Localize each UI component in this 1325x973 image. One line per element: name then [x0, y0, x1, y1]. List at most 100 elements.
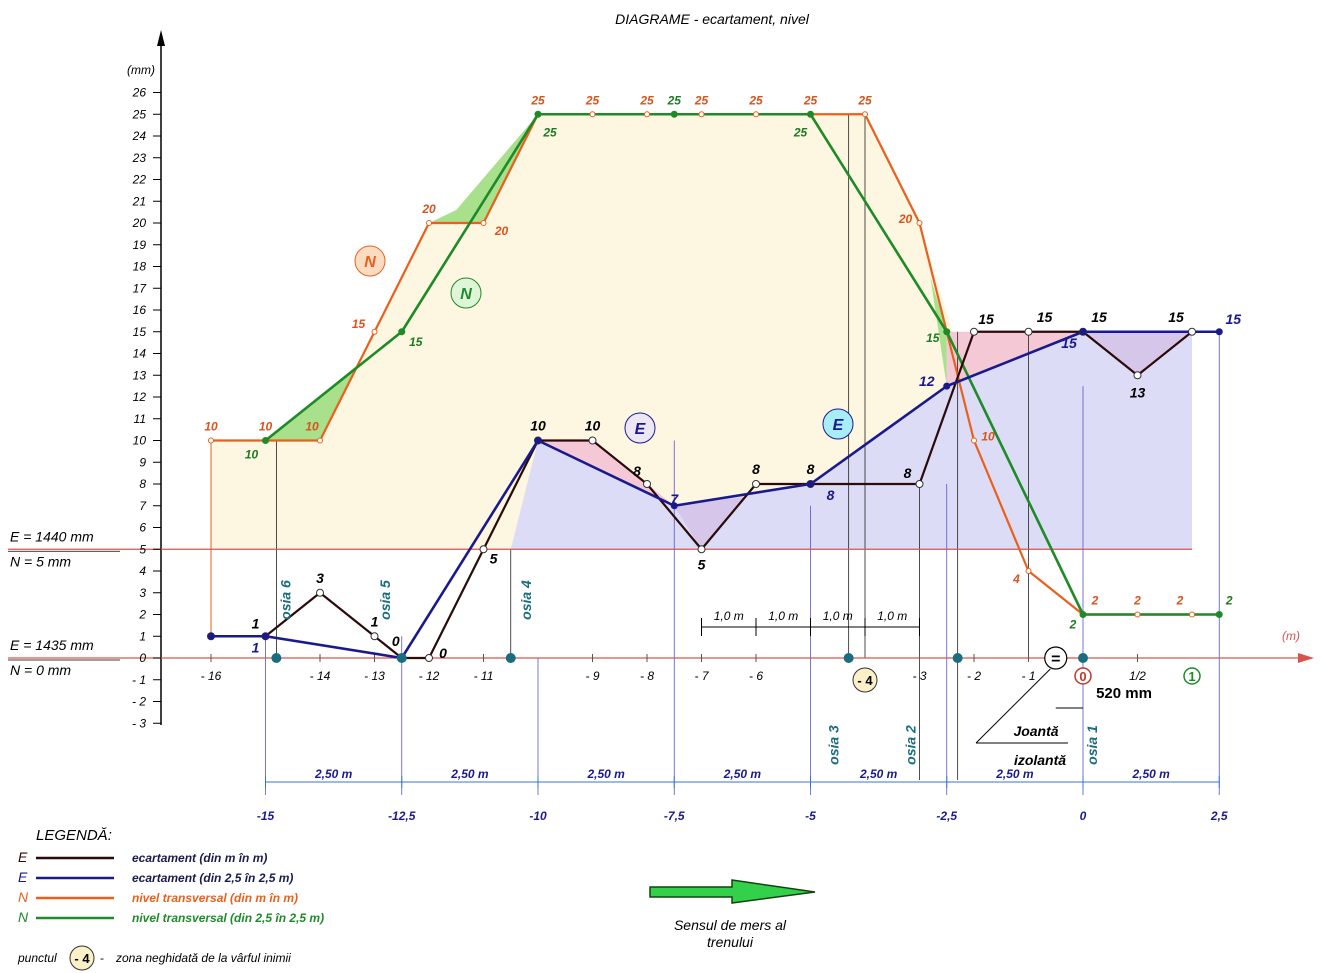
n-metre-label: 15: [352, 317, 366, 331]
e-2-5-label: 8: [827, 487, 835, 503]
legend-text: nivel transversal (din m în m): [132, 891, 298, 905]
reference-n-label: N = 0 mm: [10, 662, 71, 678]
legend-symbol: N: [18, 909, 29, 925]
n-metre-point: [1134, 611, 1141, 618]
spacing-segment-label: 2,50 m: [1131, 767, 1170, 781]
e-2-5-point: [207, 632, 215, 640]
e-2-5-label: 7: [670, 491, 679, 507]
e-metre-label: 1: [371, 613, 379, 629]
e-metre-label: 8: [752, 461, 760, 477]
spacing-position-label: -2,5: [936, 809, 957, 823]
e-metre-label: 8: [633, 463, 641, 479]
axle-label: osia 2: [903, 725, 919, 765]
joint-label-2: izolantă: [1014, 752, 1066, 768]
e-metre-label: 10: [585, 418, 601, 434]
special-point-badge: [852, 667, 878, 693]
joint-pointer: [975, 668, 1051, 744]
e-2-5-label: 15: [1061, 335, 1077, 351]
series-n-2-5-line: [264, 112, 1220, 616]
axle-marker: [843, 653, 854, 663]
gap-label: 520 mm: [1096, 685, 1152, 702]
x-axis-arrow: [1298, 653, 1314, 663]
spacing-position-label: -15: [257, 809, 275, 823]
legend-symbol: N: [18, 889, 29, 905]
axes: 2625242322212019181716151413121110987654…: [8, 11, 1314, 730]
n-2-5-label: 2: [1225, 594, 1233, 608]
n-metre-point: [916, 220, 923, 226]
n-metre-label: 2: [1176, 594, 1184, 608]
e-2-5-point: [262, 632, 269, 640]
e-metre-label: 5: [490, 550, 498, 566]
legend-symbol: E: [18, 849, 28, 865]
y-tick-label: 24: [132, 129, 147, 143]
e-metre-point: [915, 480, 924, 488]
spacing-segment-label: 2,50 m: [995, 767, 1034, 781]
e-2-5-point: [1215, 328, 1223, 336]
n-metre-point: [480, 220, 487, 226]
e-metre-label: 0: [392, 633, 400, 649]
e-metre-point: [588, 436, 597, 445]
n-metre-label: 4: [1012, 572, 1020, 586]
x-tick-label: - 12: [419, 669, 440, 683]
y-tick-label: 8: [139, 477, 146, 491]
n-2-5-point: [670, 110, 678, 118]
n-metre-label: 10: [305, 420, 319, 434]
axle-label: osia 6: [277, 580, 293, 620]
y-tick-label: - 2: [132, 695, 146, 709]
y-tick-label: 19: [133, 238, 147, 252]
n-2-5-label: 15: [409, 335, 423, 349]
e-metre-point: [970, 327, 978, 336]
e-metre-point: [1024, 327, 1033, 336]
y-tick-label: 10: [133, 434, 147, 448]
meter-dim-label: 1,0 m: [768, 609, 798, 623]
n-metre-point: [371, 328, 378, 335]
n-metre-label: 2: [1133, 594, 1141, 608]
n-2-5-label: 10: [245, 448, 259, 462]
y-axis-label: (mm): [127, 63, 155, 77]
n-metre-label: 25: [639, 93, 654, 107]
axle-label: osia 4: [518, 580, 534, 620]
n-metre-point: [1025, 568, 1032, 574]
y-tick-label: 4: [139, 564, 146, 578]
n-2-5-label: 2: [1069, 618, 1077, 632]
x-tick-label: - 6: [749, 669, 763, 683]
n-metre-label: 20: [898, 212, 913, 226]
direction-label-2: trenului: [707, 934, 754, 950]
spacing-position-label: 2,5: [1210, 809, 1228, 823]
n-2-5-point: [262, 437, 269, 444]
n-metre-label: 10: [259, 420, 273, 434]
x-axis-label: (m): [1282, 629, 1300, 643]
y-tick-label: 17: [133, 281, 148, 295]
reference-n-label: N = 5 mm: [10, 553, 71, 569]
n-2-5-point: [1215, 611, 1223, 618]
y-tick-label: 15: [133, 325, 147, 339]
y-tick-label: 1: [139, 629, 146, 643]
series-lines: [207, 110, 1223, 663]
n-metre-label: 25: [857, 93, 872, 107]
y-tick-label: 14: [133, 347, 147, 361]
e-metre-label: 5: [698, 556, 706, 572]
y-axis-arrow: [157, 30, 165, 46]
y-tick-label: 6: [139, 521, 146, 535]
series-circle-label: E: [635, 421, 647, 438]
e-metre-label: 15: [1037, 309, 1053, 325]
n-metre-point: [644, 111, 650, 118]
e-metre-label: 0: [439, 645, 447, 661]
n-metre-point: [1189, 611, 1195, 618]
x-tick-label: - 7: [694, 669, 709, 683]
n-metre-label: 20: [494, 224, 509, 238]
spacing-segment-label: 2,50 m: [586, 767, 625, 781]
joint-symbol: =: [1051, 651, 1060, 668]
y-tick-label: - 3: [132, 716, 146, 730]
n-metre-point: [208, 437, 214, 444]
legend-symbol: E: [18, 869, 28, 885]
y-tick-label: 18: [133, 260, 147, 274]
reference-e-label: E = 1440 mm: [10, 528, 94, 544]
y-tick-label: 16: [133, 303, 147, 317]
zero-mark: 0: [1079, 669, 1086, 684]
e-area-fill: [510, 331, 1220, 550]
e-metre-label: 10: [530, 418, 546, 434]
n-2-5-label: 25: [793, 125, 808, 139]
legend-title: LEGENDĂ:: [36, 827, 112, 844]
